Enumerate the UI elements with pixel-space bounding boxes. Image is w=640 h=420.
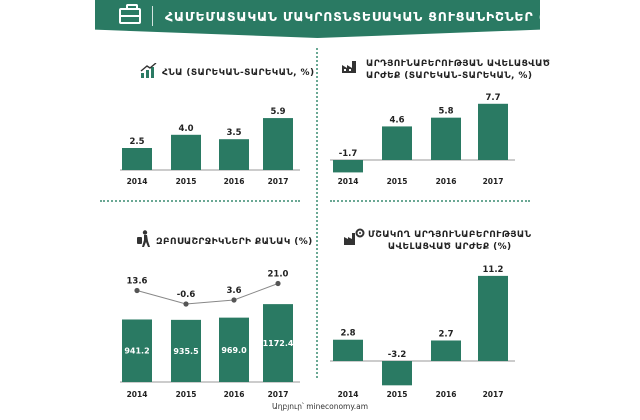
gdp-bar-2015 [171, 134, 201, 170]
industry-chart-title: ԱՐԴՅՈՒՆԱԲԵՐՈՒԹՅԱՆ ԱՎԵԼԱՑՎԱԾ ԱՐԺԵՔ (ՏԱՐԵԿ… [366, 58, 550, 82]
tourists-bar-label-2016: 969.0 [221, 346, 247, 355]
horizontal-divider-left [100, 200, 300, 202]
industry-bar-label-2017: 7.7 [485, 93, 500, 103]
factory-icon [342, 61, 356, 73]
tourists-year-2015: 2015 [176, 390, 197, 399]
banner-divider [152, 6, 153, 26]
processing-title-line-2: ԱՎԵԼԱՑՎԱԾ ԱՐԺԵՔ (%) [387, 242, 512, 252]
tourists-bar-2016 [219, 317, 249, 382]
processing-bar-label-2016: 2.7 [438, 329, 453, 339]
tourists-bar-2014 [122, 319, 152, 382]
tourists-bar-label-2015: 935.5 [173, 347, 199, 356]
tourists-growth-label-2015: -0.6 [177, 290, 196, 300]
growth-chart-icon [140, 63, 157, 78]
processing-bar-label-2015: -3.2 [388, 350, 407, 360]
processing-year-2017: 2017 [483, 390, 504, 399]
briefcase-icon [119, 4, 141, 24]
gdp-year-2015: 2015 [176, 177, 197, 186]
processing-year-2016: 2016 [436, 390, 457, 399]
industry-bar-label-2016: 5.8 [438, 107, 453, 117]
tourists-bar-label-2017: 1172.4 [263, 339, 294, 348]
industry-bar-2014 [333, 160, 363, 173]
processing-year-2015: 2015 [387, 390, 408, 399]
gdp-bar-2014 [122, 148, 152, 170]
gear-factory-icon [344, 228, 365, 245]
gdp-year-2014: 2014 [127, 177, 148, 186]
gdp-bar-2017 [263, 118, 293, 170]
source-credit: Աղբյուր՝ mineconomy.am [272, 402, 368, 411]
processing-bar-2015 [382, 361, 412, 386]
processing-year-2014: 2014 [338, 390, 359, 399]
gdp-year-2017: 2017 [268, 177, 289, 186]
industry-year-2015: 2015 [387, 177, 408, 186]
gdp-year-2016: 2016 [224, 177, 245, 186]
traveler-icon [137, 230, 150, 247]
industry-bar-label-2015: 4.6 [389, 115, 404, 125]
industry-year-2016: 2016 [436, 177, 457, 186]
tourists-growth-point-2016 [231, 297, 237, 303]
tourists-year-2016: 2016 [224, 390, 245, 399]
page-title: ՀԱՄԵՄԱՏԱԿԱՆ ՄԱԿՐՈՏՆՏԵՍԱԿԱՆ ՑՈՒՑԱՆԻՇՆԵՐ (… [165, 9, 598, 24]
gdp-chart-title: ՀՆԱ (ՏԱՐԵԿԱՆ-ՏԱՐԵԿԱՆ, %) [162, 68, 315, 78]
processing-bar-2014 [333, 339, 363, 361]
tourists-growth-label-2016: 3.6 [226, 286, 241, 296]
processing-title-line-1: ՄՇԱԿՈՂ ԱՐԴՅՈՒՆԱԲԵՐՈՒԹՅԱՆ [368, 230, 532, 240]
tourists-chart-title: ԶԲՈՍԱՇՐՋԻԿՆԵՐԻ ՔԱՆԱԿ (%) [156, 237, 313, 247]
tourists-growth-point-2015 [183, 301, 189, 307]
processing-bar-label-2014: 2.8 [340, 329, 355, 339]
processing-bar-2016 [431, 340, 461, 361]
header-banner: ՀԱՄԵՄԱՏԱԿԱՆ ՄԱԿՐՈՏՆՏԵՍԱԿԱՆ ՑՈՒՑԱՆԻՇՆԵՐ (… [95, 0, 540, 38]
gdp-bar-2016 [219, 139, 249, 170]
horizontal-divider-right [330, 200, 530, 202]
tourists-growth-line [136, 283, 279, 305]
processing-bar-2017 [478, 275, 508, 361]
tourists-bar-label-2014: 941.2 [124, 347, 149, 356]
gdp-bar-label-2017: 5.9 [270, 107, 285, 117]
processing-bar-label-2017: 11.2 [483, 265, 504, 275]
industry-bar-2017 [478, 103, 508, 160]
gdp-bar-label-2016: 3.5 [226, 128, 241, 138]
industry-bar-label-2014: -1.7 [339, 149, 358, 159]
industry-year-2014: 2014 [338, 177, 359, 186]
gdp-bar-label-2014: 2.5 [129, 137, 144, 147]
tourists-growth-point-2017 [275, 280, 281, 287]
tourists-growth-point-2014 [134, 287, 140, 294]
processing-chart-title: ՄՇԱԿՈՂ ԱՐԴՅՈՒՆԱԲԵՐՈՒԹՅԱՆ ԱՎԵԼԱՑՎԱԾ ԱՐԺԵՔ… [368, 229, 531, 253]
tourists-growth-label-2017: 21.0 [268, 269, 289, 279]
industry-bar-2015 [382, 126, 412, 160]
industry-bar-2016 [431, 117, 461, 160]
industry-title-line-2: ԱՐԺԵՔ (ՏԱՐԵԿԱՆ-ՏԱՐԵԿԱՆ, %) [366, 71, 533, 81]
tourists-bar-2015 [171, 319, 201, 382]
industry-year-2017: 2017 [483, 177, 504, 186]
vertical-divider [316, 48, 318, 378]
tourists-year-2014: 2014 [127, 390, 148, 399]
tourists-bar-2017 [263, 304, 293, 382]
tourists-growth-label-2014: 13.6 [127, 277, 148, 287]
gdp-bar-label-2015: 4.0 [178, 124, 193, 134]
tourists-year-2017: 2017 [268, 390, 289, 399]
industry-title-line-1: ԱՐԴՅՈՒՆԱԲԵՐՈՒԹՅԱՆ ԱՎԵԼԱՑՎԱԾ [366, 59, 551, 69]
